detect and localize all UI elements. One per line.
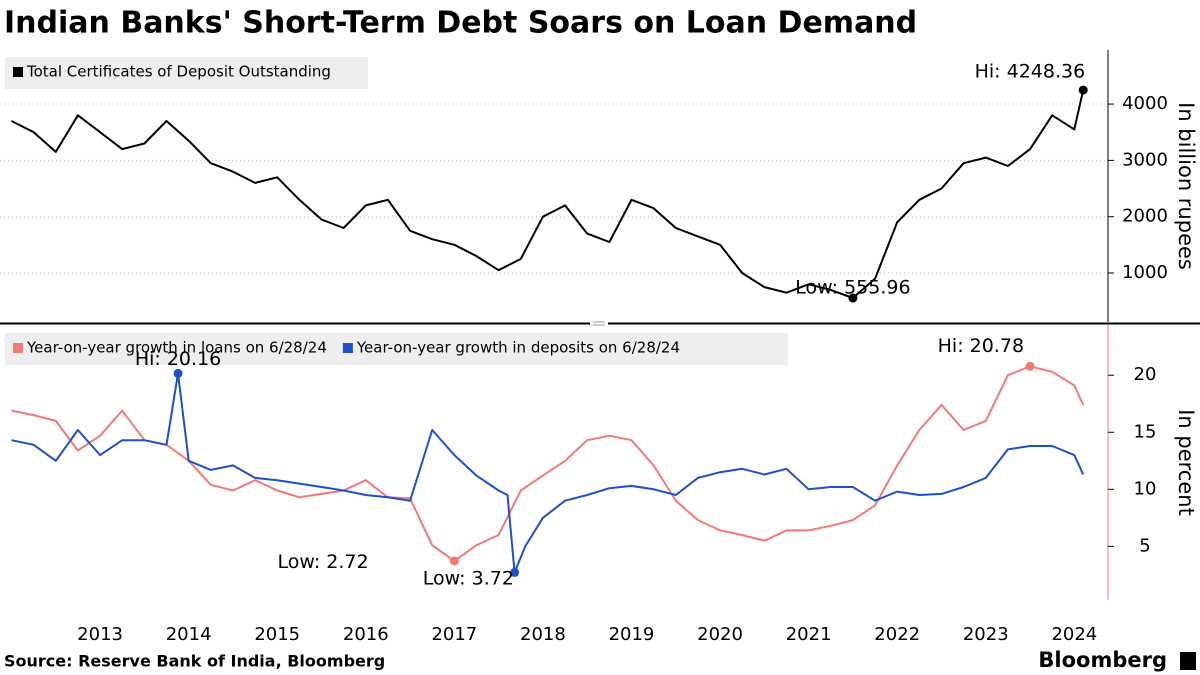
x-tick-label: 2018	[520, 624, 566, 645]
y-tick-label: 5	[1139, 535, 1150, 556]
y-axis-label: In percent	[1174, 409, 1198, 516]
annotation-point	[1025, 361, 1035, 371]
x-tick-label: 2015	[254, 624, 300, 645]
y-tick-label: 15	[1134, 421, 1157, 442]
chart-title: Indian Banks' Short-Term Debt Soars on L…	[4, 6, 917, 41]
x-tick-label: 2017	[431, 624, 477, 645]
x-tick-label: 2020	[697, 624, 743, 645]
annotation-label: Hi: 20.78	[938, 335, 1024, 357]
y-tick-label: 1000	[1122, 262, 1168, 283]
separator-handle	[590, 320, 608, 326]
annotation-point	[449, 556, 459, 566]
legend-swatch	[13, 343, 23, 353]
brand: Bloomberg	[1038, 648, 1167, 672]
legend-label: Total Certificates of Deposit Outstandin…	[26, 63, 331, 81]
y-tick-label: 2000	[1122, 206, 1168, 227]
annotation-point	[1078, 85, 1088, 95]
annotation-label: Low: 3.72	[423, 567, 514, 589]
x-tick-label: 2022	[874, 624, 920, 645]
y-tick-label: 4000	[1122, 93, 1168, 114]
x-tick-label: 2013	[77, 624, 123, 645]
x-tick-label: 2024	[1051, 624, 1097, 645]
series-line	[11, 365, 1085, 562]
annotation-label: Hi: 4248.36	[975, 61, 1086, 83]
annotation-point	[173, 368, 183, 378]
annotation-point	[848, 293, 858, 303]
x-tick-label: 2021	[786, 624, 832, 645]
series-line	[11, 89, 1085, 299]
annotation-label: Low: 555.96	[795, 277, 910, 299]
brand-icon	[1180, 652, 1196, 670]
x-tick-label: 2016	[343, 624, 389, 645]
x-tick-label: 2019	[609, 624, 655, 645]
annotation-point	[510, 567, 520, 577]
legend-label: Year-on-year growth in deposits on 6/28/…	[356, 339, 680, 357]
legend-label: Year-on-year growth in loans on 6/28/24	[26, 339, 327, 357]
y-axis-label: In billion rupees	[1174, 102, 1198, 270]
legend-swatch	[13, 67, 23, 77]
y-tick-label: 20	[1134, 364, 1157, 385]
annotation-label: Low: 2.72	[277, 551, 368, 573]
x-tick-label: 2014	[166, 624, 212, 645]
legend-box	[5, 57, 368, 89]
x-tick-label: 2023	[963, 624, 1009, 645]
legend-swatch	[342, 343, 353, 353]
series-line	[11, 372, 1085, 574]
y-tick-label: 10	[1134, 478, 1157, 499]
annotation-label: Hi: 20.16	[135, 348, 221, 370]
source: Source: Reserve Bank of India, Bloomberg	[4, 652, 385, 671]
y-tick-label: 3000	[1122, 149, 1168, 170]
legend-box	[5, 333, 788, 365]
